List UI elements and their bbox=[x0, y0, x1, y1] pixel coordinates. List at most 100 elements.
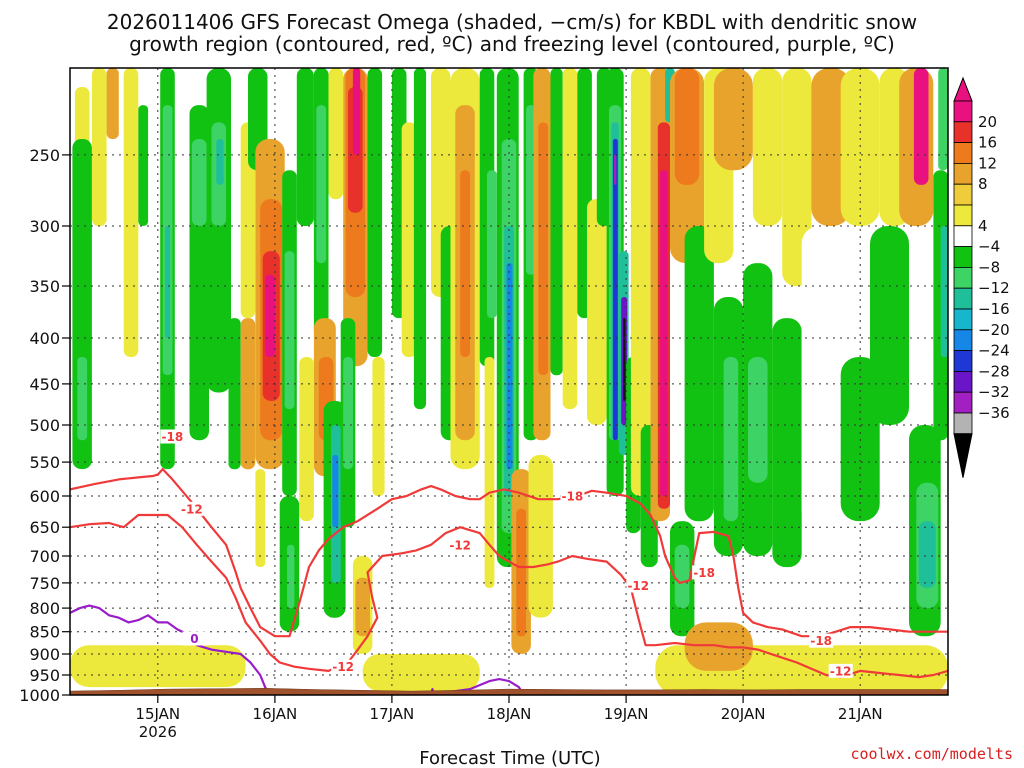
ytick-label-600: 600 bbox=[29, 487, 60, 506]
omega-cell-115 bbox=[918, 521, 936, 588]
omega-cell-92 bbox=[674, 68, 700, 185]
omega-cell-106 bbox=[801, 226, 841, 528]
label-dgz-12-e: -12 bbox=[830, 664, 852, 678]
omega-cell-117 bbox=[938, 68, 948, 171]
label-dgz-12-e-bg bbox=[828, 663, 853, 678]
y-axis-ticks: 250 300 350 400 450 500 550 600 650 700 750 800 850 9… bbox=[19, 146, 70, 705]
colorbar-segment-5 bbox=[953, 204, 973, 227]
omega-cell-10 bbox=[177, 226, 188, 425]
colorbar-segment-0 bbox=[953, 100, 973, 123]
omega-cell-69 bbox=[538, 122, 549, 376]
label-dgz-12-d-bg bbox=[626, 578, 651, 593]
colorbar-segment-4 bbox=[953, 183, 973, 206]
colorbar-label-10: −24 bbox=[978, 342, 1010, 360]
label-dgz-12-d: -12 bbox=[627, 579, 649, 593]
label-dgz-18-c: -18 bbox=[693, 566, 715, 580]
label-freezing-0: 0 bbox=[190, 632, 198, 646]
omega-cell-105 bbox=[811, 68, 851, 226]
terrain-ground bbox=[70, 688, 948, 695]
omega-cell-59 bbox=[484, 357, 495, 588]
chart-title-line-1: 2026011406 GFS Forecast Omega (shaded, −… bbox=[107, 10, 917, 34]
omega-cell-97 bbox=[713, 68, 753, 171]
label-dgz-18-a: -18 bbox=[162, 430, 184, 444]
omega-cell-51 bbox=[413, 68, 427, 410]
omega-cell-38 bbox=[332, 454, 339, 528]
xtick-label-17jan: 17JAN bbox=[370, 705, 415, 723]
omega-cell-4 bbox=[106, 68, 119, 139]
omega-cell-101 bbox=[748, 357, 768, 483]
omega-cell-42 bbox=[352, 68, 361, 155]
label-dgz-12-b: -12 bbox=[332, 660, 354, 674]
omega-cell-5 bbox=[123, 68, 139, 357]
dgz-contour-0 bbox=[70, 468, 948, 638]
colorbar-label-6: −8 bbox=[978, 258, 1000, 276]
ytick-label-300: 300 bbox=[29, 217, 60, 236]
label-dgz-18-b-bg bbox=[560, 489, 585, 503]
omega-cell-47 bbox=[367, 68, 383, 357]
chart-title-line-2: growth region (contoured, red, ºC) and f… bbox=[129, 32, 895, 56]
colorbar-segment-10 bbox=[953, 308, 973, 331]
label-dgz-18-a-bg bbox=[160, 429, 185, 444]
omega-cell-85 bbox=[630, 68, 651, 496]
xtick-label-15jan: 15JAN bbox=[135, 705, 180, 723]
label-dgz-12-c-bg bbox=[448, 537, 473, 552]
omega-cell-112 bbox=[913, 68, 929, 185]
colorbar-label-7: −12 bbox=[978, 279, 1010, 297]
omega-cell-24 bbox=[265, 274, 275, 357]
omega-cell-71 bbox=[550, 68, 563, 376]
omega-cell-35 bbox=[328, 68, 344, 200]
xtick-label-19jan: 19JAN bbox=[604, 705, 649, 723]
xtick-label-16jan: 16JAN bbox=[253, 705, 298, 723]
omega-cell-17 bbox=[240, 122, 256, 319]
ytick-label-750: 750 bbox=[29, 574, 60, 593]
omega-cell-26 bbox=[284, 251, 295, 410]
omega-cell-50 bbox=[401, 122, 417, 358]
colorbar: 20 16 12 8 4 −4 −8 −12 −16 −20 −24 −28 −32 −36 bbox=[953, 76, 1010, 478]
omega-cell-83 bbox=[623, 318, 626, 401]
omega-cell-6 bbox=[138, 105, 149, 226]
colorbar-label-4: 4 bbox=[978, 217, 988, 235]
colorbar-label-12: −32 bbox=[978, 383, 1010, 401]
ytick-label-550: 550 bbox=[29, 453, 60, 472]
omega-cell-18 bbox=[240, 318, 256, 470]
label-dgz-18-b: -18 bbox=[562, 490, 584, 504]
omega-cell-29 bbox=[296, 68, 314, 226]
omega-cell-32 bbox=[316, 105, 327, 264]
ytick-label-400: 400 bbox=[29, 329, 60, 348]
colorbar-label-1: 16 bbox=[978, 134, 997, 152]
omega-cell-121 bbox=[70, 645, 246, 688]
omega-cell-2 bbox=[77, 357, 88, 441]
label-dgz-12-a: -12 bbox=[181, 502, 203, 516]
dgz-contour-1 bbox=[70, 513, 948, 679]
ytick-label-950: 950 bbox=[29, 666, 60, 685]
colorbar-segment-6 bbox=[953, 225, 973, 248]
label-dgz-12-c: -12 bbox=[449, 538, 471, 552]
omega-cell-102 bbox=[752, 68, 783, 226]
omega-cell-3 bbox=[92, 68, 107, 226]
omega-cell-63 bbox=[506, 263, 513, 470]
xtick-label-20jan: 20JAN bbox=[721, 705, 766, 723]
label-freezing-0-bg bbox=[182, 631, 207, 646]
omega-cell-99 bbox=[723, 357, 739, 522]
omega-cell-94 bbox=[674, 544, 690, 609]
omega-cell-109 bbox=[870, 226, 909, 425]
omega-cell-65 bbox=[516, 508, 527, 637]
omega-cell-70 bbox=[528, 454, 553, 618]
colorbar-bottom-arrow bbox=[953, 433, 973, 478]
colorbar-label-13: −36 bbox=[978, 404, 1010, 422]
ytick-label-450: 450 bbox=[29, 375, 60, 394]
omega-cell-122 bbox=[362, 654, 480, 692]
colorbar-segment-2 bbox=[953, 142, 973, 164]
omega-cell-74 bbox=[587, 199, 607, 425]
omega-cell-95 bbox=[684, 226, 714, 522]
credit-text: coolwx.com/modelts bbox=[850, 745, 1013, 763]
omega-cell-13 bbox=[206, 68, 231, 393]
ytick-label-700: 700 bbox=[29, 547, 60, 566]
omega-cell-118 bbox=[940, 226, 948, 358]
colorbar-segment-7 bbox=[953, 246, 973, 268]
omega-cell-72 bbox=[562, 68, 578, 410]
omega-cell-89 bbox=[660, 170, 668, 496]
label-dgz-12-b-bg bbox=[331, 659, 356, 674]
